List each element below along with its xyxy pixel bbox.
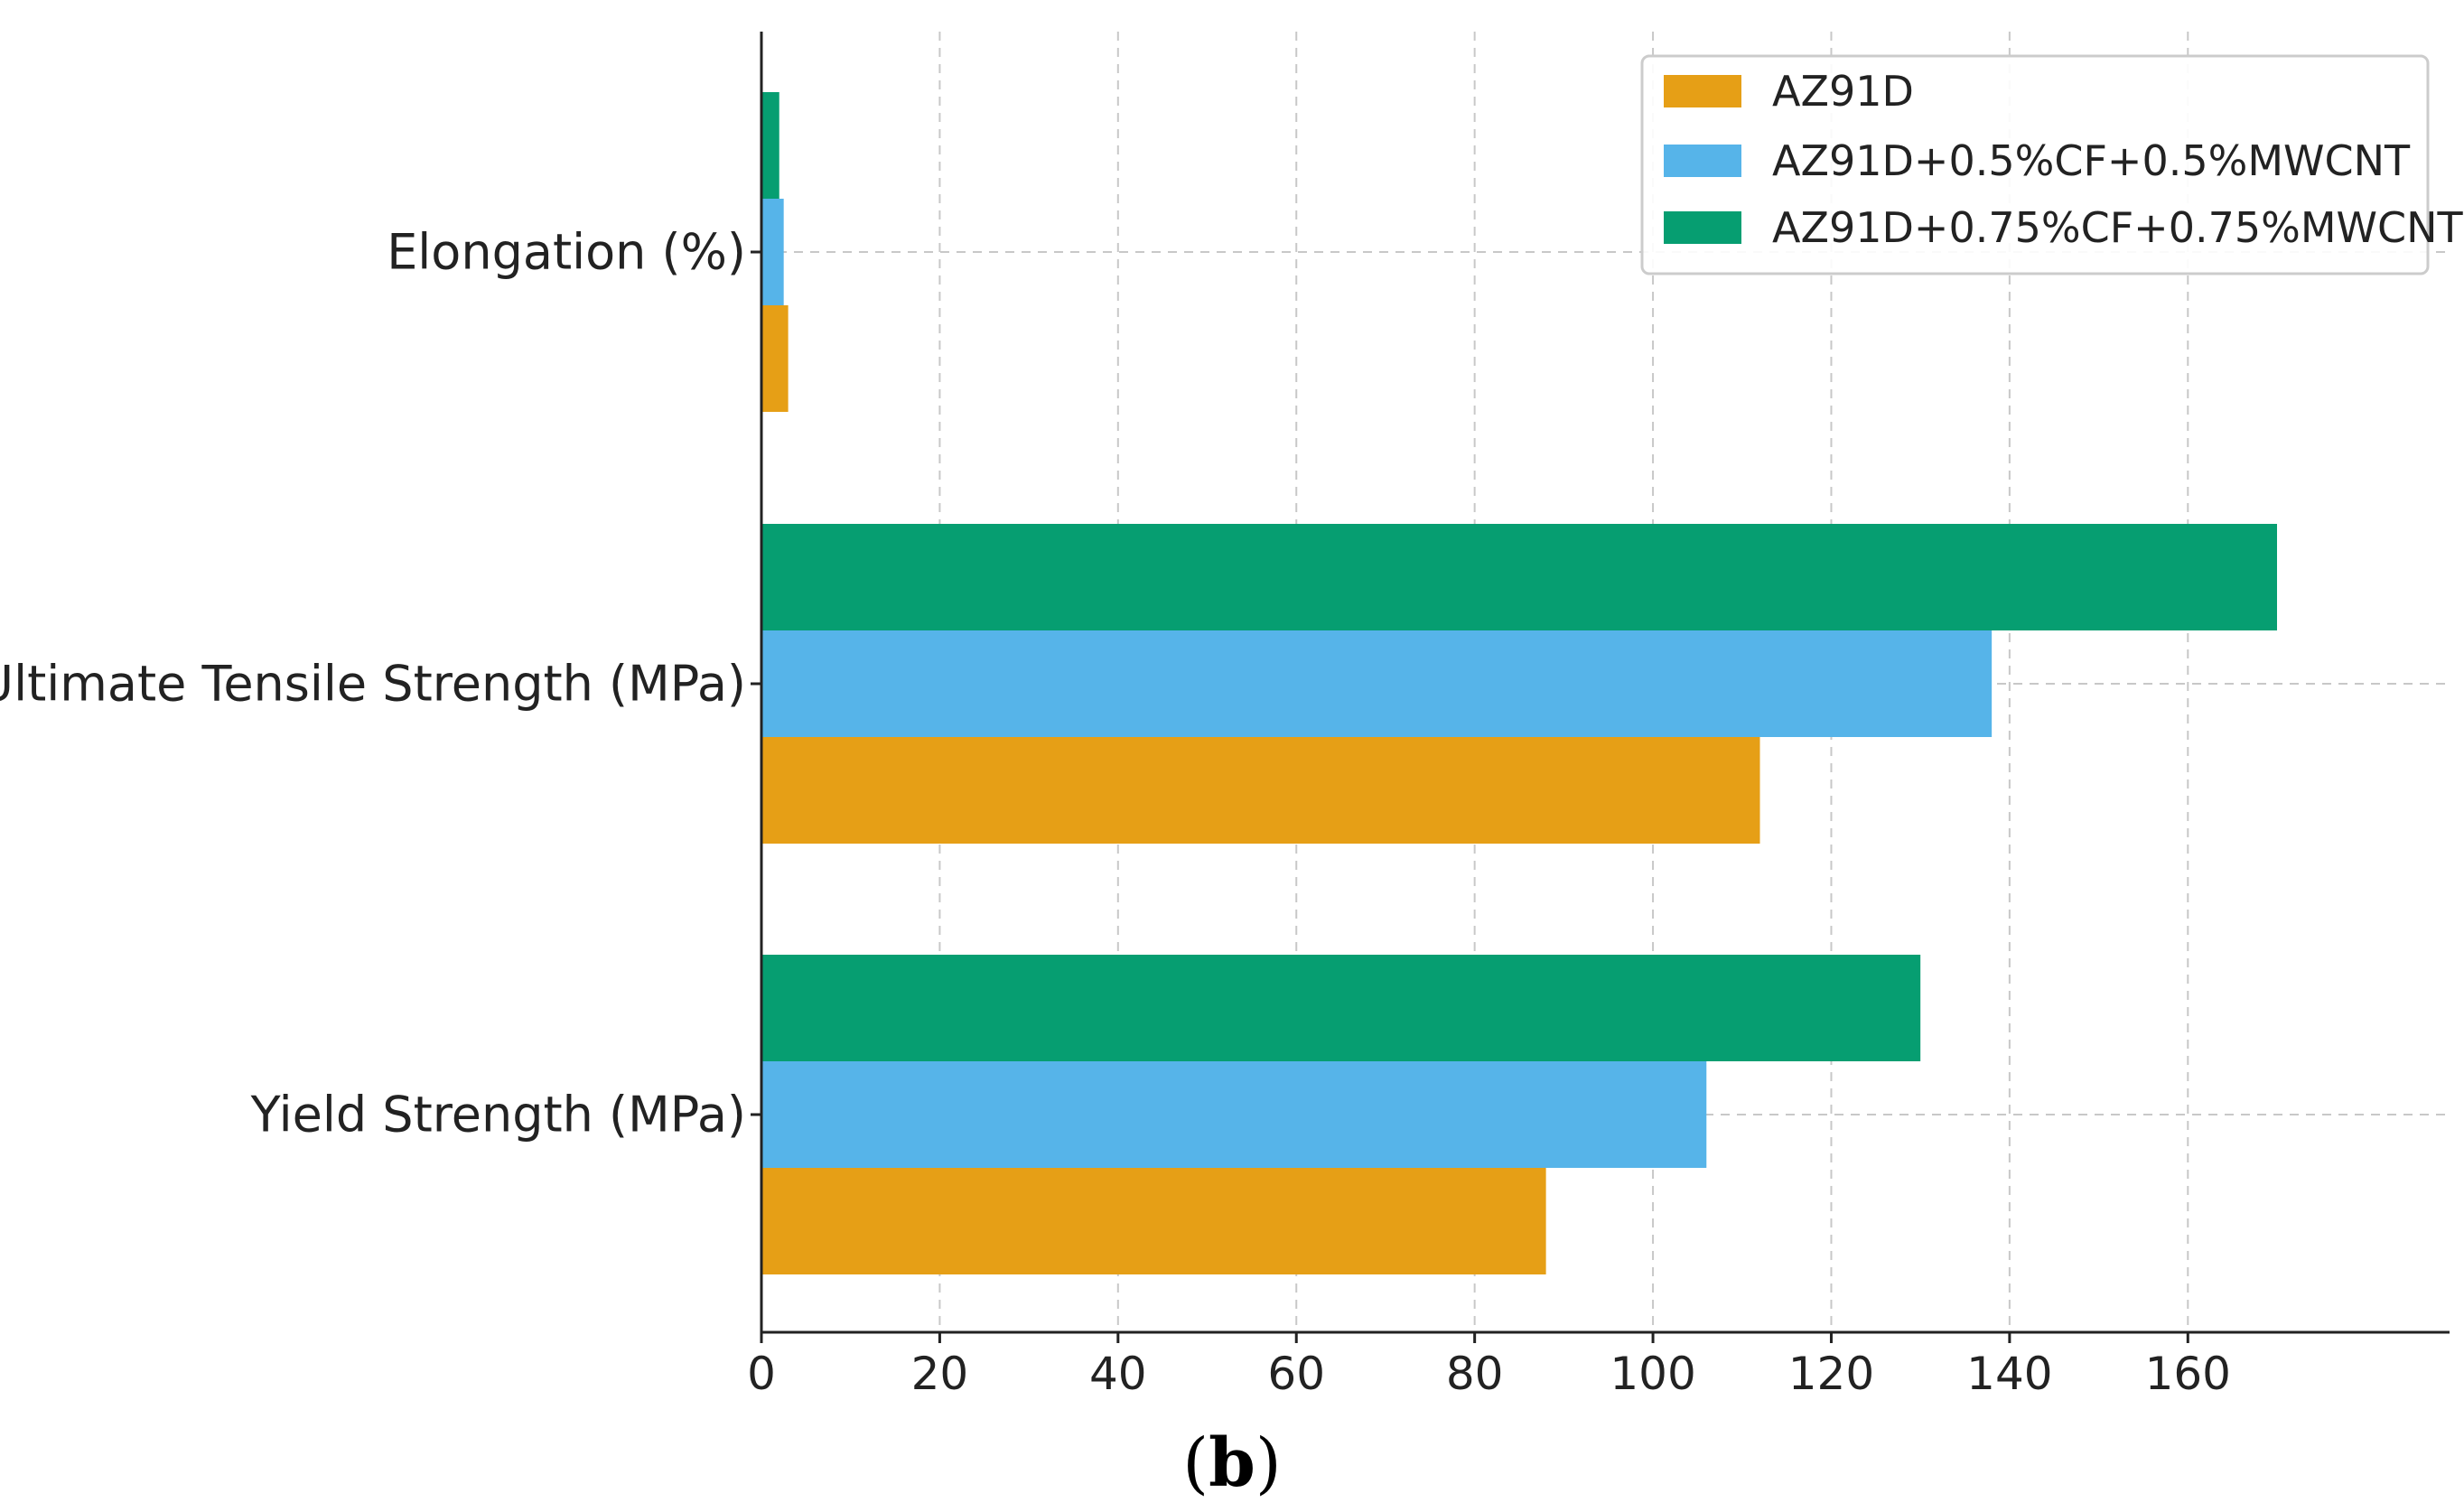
legend-frame	[1640, 54, 2430, 275]
panel-label-letter: b	[1209, 1424, 1255, 1502]
legend-label-az91d-0-5-cf-0-5-mwcnt: AZ91D+0.5%CF+0.5%MWCNT	[1772, 136, 2411, 185]
x-tick-label-80: 80	[1446, 1348, 1504, 1400]
x-tick-label-0: 0	[747, 1348, 776, 1400]
legend-swatch-az91d-0-5-cf-0-5-mwcnt	[1664, 145, 1741, 177]
x-tick-label-40: 40	[1089, 1348, 1147, 1400]
y-category-label-yield-strength-mpa: Yield Strength (MPa)	[250, 1087, 746, 1143]
x-tick-label-140: 140	[1966, 1348, 2052, 1400]
bar-az91d-0-5-cf-0-5-mwcnt-ultimate-tensile-strength-mpa	[761, 630, 1993, 737]
x-tick-label-100: 100	[1610, 1348, 1695, 1400]
legend-label-az91d-0-75-cf-0-75-mwcnt: AZ91D+0.75%CF+0.75%MWCNT	[1772, 203, 2464, 252]
panel-label-open: (	[1182, 1424, 1209, 1502]
bars	[761, 92, 2277, 1274]
bar-az91d-elongation	[761, 305, 789, 412]
y-category-labels: Yield Strength (MPa) Ultimate Tensile Str…	[0, 224, 761, 1143]
bar-az91d-yield-strength-mpa	[761, 1168, 1546, 1274]
bar-az91d-0-75-cf-0-75-mwcnt-yield-strength-mpa	[761, 955, 1921, 1061]
panel-label-close: )	[1255, 1424, 1282, 1502]
x-ticks: 0 20 40 60 80 100 120 140 160	[747, 1332, 2231, 1400]
bar-az91d-0-75-cf-0-75-mwcnt-ultimate-tensile-strength-mpa	[761, 524, 2277, 630]
legend: AZ91D AZ91D+0.5%CF+0.5%MWCNT AZ91D+0.75%CF…	[1640, 54, 2464, 275]
bar-az91d-0-5-cf-0-5-mwcnt-elongation	[761, 199, 784, 305]
x-tick-label-160: 160	[2145, 1348, 2231, 1400]
legend-swatch-az91d	[1664, 75, 1741, 107]
legend-swatch-az91d-0-75-cf-0-75-mwcnt	[1664, 211, 1741, 244]
x-tick-label-120: 120	[1788, 1348, 1874, 1400]
bar-az91d-0-5-cf-0-5-mwcnt-yield-strength-mpa	[761, 1061, 1707, 1168]
y-category-label-ultimate-tensile-strength-mpa: Ultimate Tensile Strength (MPa)	[0, 656, 746, 713]
bar-az91d-ultimate-tensile-strength-mpa	[761, 737, 1760, 844]
bar-az91d-0-75-cf-0-75-mwcnt-elongation	[761, 92, 779, 199]
y-category-label-elongation: Elongation (%)	[387, 224, 746, 281]
panel-label: (b)	[1182, 1424, 1282, 1502]
x-tick-label-20: 20	[911, 1348, 969, 1400]
legend-label-az91d: AZ91D	[1772, 67, 1914, 116]
x-tick-label-60: 60	[1267, 1348, 1325, 1400]
